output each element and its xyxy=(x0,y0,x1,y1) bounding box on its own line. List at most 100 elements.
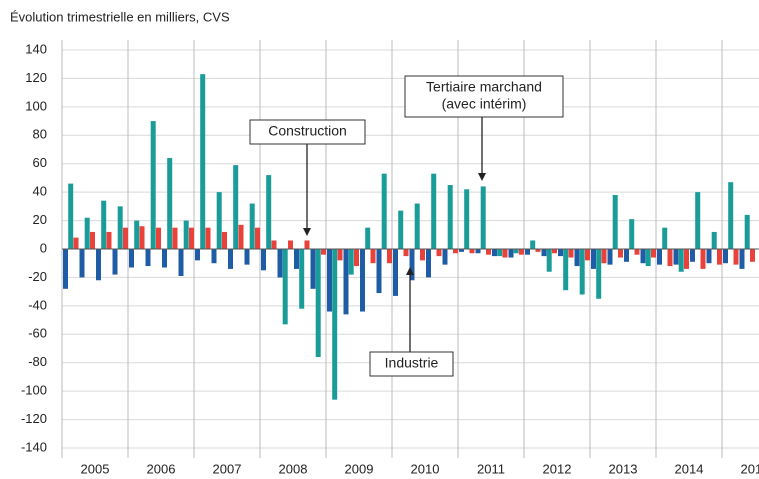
bar xyxy=(629,219,635,249)
x-tick-label: 2014 xyxy=(675,461,704,476)
bar xyxy=(420,249,425,261)
annotation-text: Industrie xyxy=(385,355,439,371)
bar xyxy=(249,203,255,249)
bar xyxy=(68,183,74,249)
bar xyxy=(711,231,717,249)
annotation-text: Tertiaire marchand xyxy=(426,79,542,95)
bar xyxy=(667,249,673,267)
bar xyxy=(381,173,387,249)
bar xyxy=(354,249,359,267)
bar xyxy=(492,249,497,257)
bar xyxy=(657,249,662,265)
bar xyxy=(409,249,415,281)
bar xyxy=(398,210,404,249)
bar xyxy=(332,249,338,400)
bar xyxy=(139,226,145,249)
bar xyxy=(101,200,107,249)
bar xyxy=(662,227,668,249)
y-tick-label: 20 xyxy=(33,212,47,227)
bar xyxy=(728,182,734,249)
bar xyxy=(750,249,755,262)
bar xyxy=(475,249,481,254)
y-tick-label: -60 xyxy=(28,326,47,341)
bar xyxy=(552,249,557,254)
bar xyxy=(607,249,613,265)
bar xyxy=(129,249,134,268)
bar xyxy=(205,227,211,249)
bar xyxy=(304,240,310,249)
bar xyxy=(310,249,316,289)
x-tick-label: 2013 xyxy=(609,461,638,476)
bar xyxy=(508,249,514,258)
bar xyxy=(117,206,123,249)
bar xyxy=(238,224,244,249)
y-tick-label: 100 xyxy=(25,98,47,113)
bar xyxy=(558,249,563,257)
bar xyxy=(453,249,458,254)
y-tick-label: 80 xyxy=(33,127,47,142)
x-tick-label: 2008 xyxy=(279,461,308,476)
y-tick-label: -100 xyxy=(21,383,47,398)
bar xyxy=(596,249,602,299)
arrow-head xyxy=(406,267,414,275)
bar xyxy=(360,249,365,312)
bar xyxy=(271,240,277,249)
bar xyxy=(579,249,585,295)
x-tick-label: 2015 xyxy=(741,461,759,476)
bar xyxy=(695,192,701,249)
bar xyxy=(200,74,206,250)
bar xyxy=(90,231,95,249)
bar xyxy=(436,249,442,257)
bar xyxy=(403,249,409,257)
bar xyxy=(376,249,382,294)
arrow-head xyxy=(478,173,486,181)
bar xyxy=(106,231,112,249)
bar xyxy=(282,249,288,325)
bar xyxy=(370,249,376,264)
bar xyxy=(222,231,227,249)
annotation-box xyxy=(249,119,366,145)
bar xyxy=(700,249,706,269)
y-tick-label: 40 xyxy=(33,184,47,199)
bar xyxy=(172,227,178,249)
annotation-text: Construction xyxy=(268,123,347,139)
y-tick-label: -40 xyxy=(28,297,47,312)
bar xyxy=(563,249,569,291)
bar xyxy=(525,249,530,255)
bar xyxy=(96,249,101,281)
bar xyxy=(414,203,420,249)
x-tick-label: 2006 xyxy=(147,461,176,476)
bar xyxy=(690,249,695,262)
bar xyxy=(678,249,684,272)
bar xyxy=(393,249,398,296)
bar xyxy=(706,249,712,264)
arrow-head xyxy=(303,228,311,236)
bar xyxy=(211,249,217,264)
bar xyxy=(315,249,321,358)
bar xyxy=(156,227,161,249)
bar xyxy=(261,249,266,271)
bar xyxy=(535,249,541,252)
y-tick-label: -120 xyxy=(21,411,47,426)
bar xyxy=(63,249,68,289)
bar xyxy=(574,249,580,267)
x-tick-label: 2007 xyxy=(213,461,242,476)
x-tick-label: 2005 xyxy=(81,461,110,476)
bar xyxy=(431,173,437,249)
bar xyxy=(216,192,222,249)
bar xyxy=(167,158,173,249)
bar xyxy=(601,249,607,264)
bar xyxy=(459,249,464,252)
bar xyxy=(541,249,547,257)
bar xyxy=(486,249,491,255)
bar xyxy=(426,249,431,278)
x-tick-label: 2012 xyxy=(543,461,572,476)
bar xyxy=(365,227,371,249)
bar xyxy=(684,249,689,269)
bar xyxy=(348,249,354,275)
bar xyxy=(189,227,194,249)
bar xyxy=(255,227,260,249)
bar xyxy=(447,185,453,249)
annotation-box xyxy=(404,75,564,118)
bar xyxy=(469,249,475,254)
